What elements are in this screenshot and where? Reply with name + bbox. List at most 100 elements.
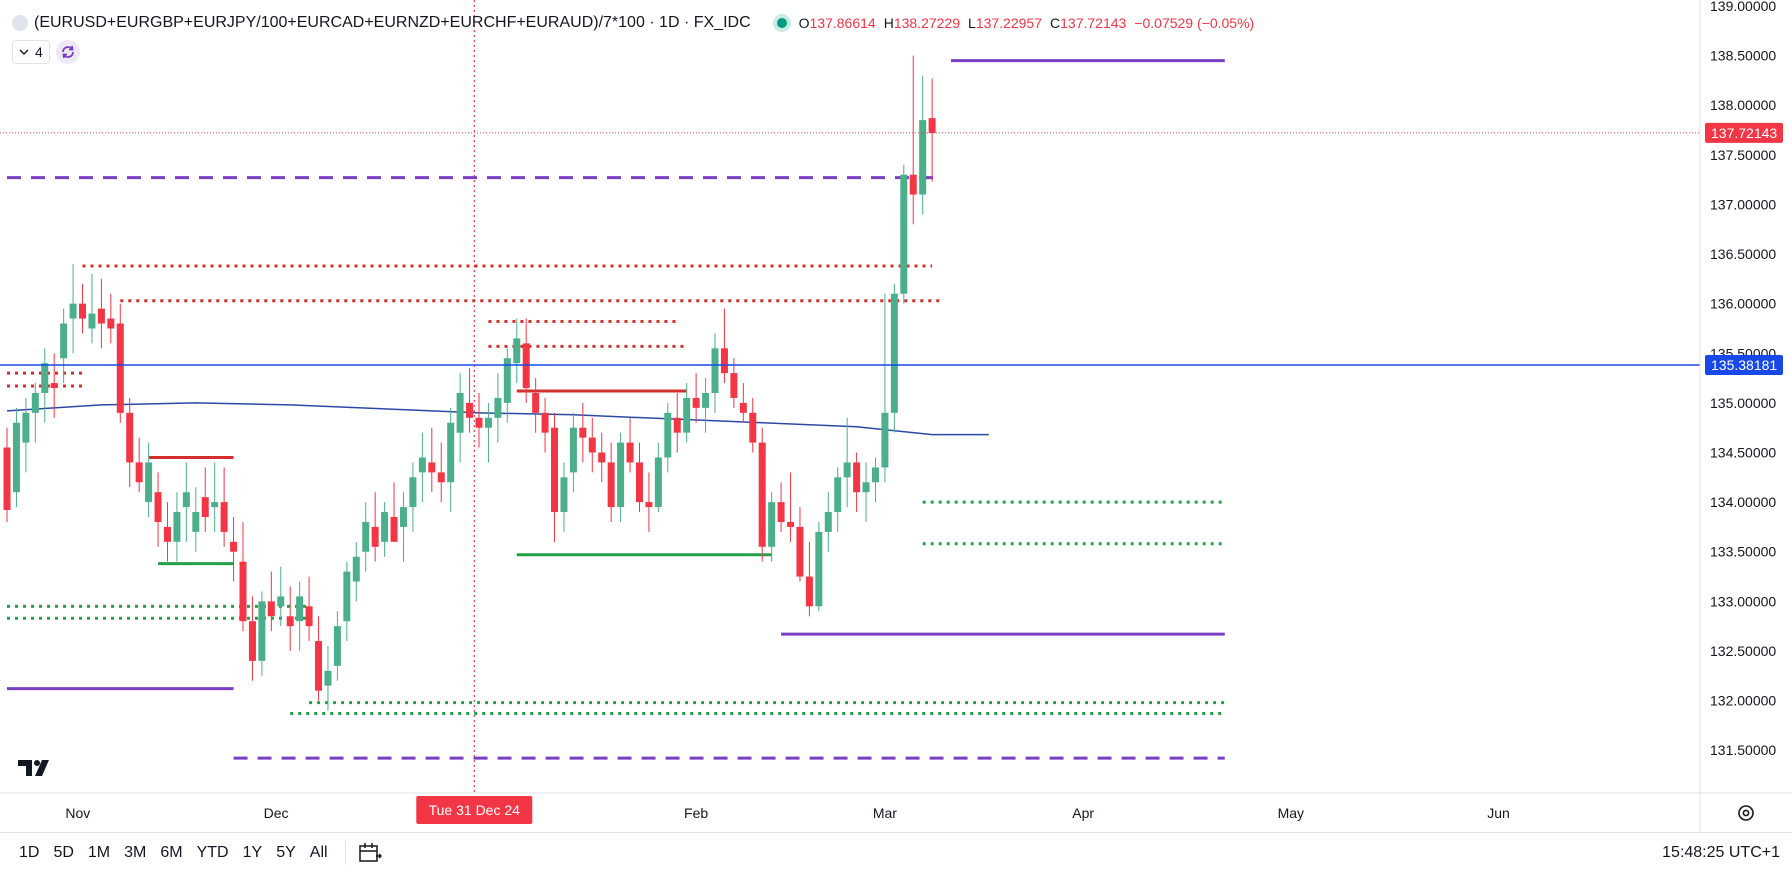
- candle-body-94: [890, 293, 898, 413]
- candle-32: [305, 576, 313, 642]
- candle-65: [617, 432, 625, 522]
- candle-body-91: [862, 482, 870, 493]
- candle-98: [928, 78, 936, 182]
- calendar-range-icon: [358, 843, 382, 862]
- candle-body-58: [551, 427, 559, 513]
- candle-body-10: [97, 308, 105, 324]
- candle-body-75: [711, 348, 719, 393]
- settings-gear-icon[interactable]: [1733, 800, 1759, 826]
- time-label-apr: Apr: [1072, 805, 1094, 821]
- candle-body-0: [3, 447, 11, 511]
- candle-body-63: [598, 452, 606, 463]
- indicators-toggle-button[interactable]: 4: [12, 40, 50, 64]
- candle-53: [503, 348, 511, 423]
- candle-body-30: [286, 616, 294, 627]
- timeframe-1d-button[interactable]: 1D: [19, 844, 40, 861]
- candle-body-8: [79, 303, 87, 319]
- candle-body-29: [277, 596, 285, 607]
- candle-66: [626, 417, 634, 473]
- candle-body-83: [787, 521, 795, 527]
- timeframe-1m-button[interactable]: 1M: [87, 844, 111, 861]
- candle-22: [211, 462, 219, 532]
- candle-body-32: [305, 606, 313, 627]
- candle-24: [230, 517, 238, 582]
- candle-71: [673, 392, 681, 453]
- price-tick-label: 139.00000: [1710, 0, 1776, 14]
- symbol-title[interactable]: (EURUSD+EURGBP+EURJPY/100+EURCAD+EURNZD+…: [34, 14, 751, 31]
- candle-87: [824, 492, 832, 552]
- current-price-label-bg: [1705, 122, 1783, 143]
- candle-80: [758, 427, 766, 562]
- candle-73: [692, 373, 700, 423]
- candle-52: [494, 373, 502, 443]
- candle-7: [69, 263, 77, 354]
- candle-body-71: [673, 417, 681, 433]
- candle-body-62: [588, 437, 596, 453]
- candle-11: [107, 293, 115, 344]
- candle-body-92: [871, 467, 879, 483]
- candle-96: [909, 55, 917, 225]
- candle-body-96: [909, 174, 917, 195]
- candle-90: [853, 452, 861, 513]
- candle-10: [97, 278, 105, 349]
- candle-body-33: [315, 641, 323, 691]
- candle-5: [50, 353, 58, 418]
- tradingview-logo-icon[interactable]: [18, 758, 56, 778]
- indicator-row: 4: [12, 40, 80, 64]
- candle-body-77: [730, 373, 738, 398]
- candle-3: [31, 383, 39, 443]
- price-tick-label: 134.00000: [1710, 494, 1776, 510]
- timeframe-5y-button[interactable]: 5Y: [276, 844, 296, 861]
- ohlc-low: L137.22957: [968, 15, 1042, 31]
- timeframe-5d-button[interactable]: 5D: [53, 844, 74, 861]
- candle-30: [286, 586, 294, 651]
- candle-23: [220, 467, 228, 547]
- candle-body-36: [343, 571, 351, 622]
- candle-body-72: [683, 397, 691, 433]
- candle-body-61: [579, 427, 587, 438]
- price-chart[interactable]: 139.00000 138.50000 138.00000 137.50000 137.…: [0, 0, 1792, 832]
- candle-body-53: [503, 358, 511, 403]
- candle-34: [324, 646, 332, 711]
- candle-body-78: [739, 402, 747, 413]
- time-axis: Nov Dec Feb Mar Apr May Jun Tue 31 Dec 24: [0, 792, 1792, 824]
- candle-70: [664, 402, 672, 473]
- candle-body-2: [22, 412, 30, 443]
- candle-body-28: [267, 601, 275, 617]
- candle-body-15: [145, 462, 153, 503]
- timeframe-all-button[interactable]: All: [309, 844, 328, 861]
- date-range-button[interactable]: [356, 839, 384, 867]
- candle-20: [192, 487, 200, 552]
- price-tick-label: 136.50000: [1710, 246, 1776, 262]
- candle-body-12: [116, 323, 124, 413]
- candle-67: [635, 442, 643, 513]
- candle-body-43: [409, 477, 417, 508]
- candle-38: [362, 502, 370, 572]
- candle-97: [919, 75, 927, 215]
- candle-33: [315, 616, 323, 701]
- candle-body-85: [805, 576, 813, 607]
- candle-15: [145, 442, 153, 518]
- candle-body-40: [381, 512, 389, 542]
- price-tick-label: 132.50000: [1710, 643, 1776, 659]
- timeframe-6m-button[interactable]: 6M: [160, 844, 183, 861]
- candles: [3, 55, 936, 711]
- candle-91: [862, 462, 870, 522]
- candle-body-23: [220, 502, 228, 532]
- candle-body-34: [324, 670, 332, 686]
- candle-body-51: [484, 417, 492, 428]
- timeframe-1y-button[interactable]: 1Y: [242, 844, 263, 861]
- timeframe-ytd-button[interactable]: YTD: [196, 844, 229, 861]
- candle-37: [352, 541, 360, 602]
- candle-43: [409, 462, 417, 532]
- sync-button[interactable]: [55, 40, 80, 64]
- moving-average-line: [6, 402, 989, 436]
- candle-body-46: [437, 472, 445, 483]
- candle-56: [532, 378, 540, 433]
- candle-28: [267, 571, 275, 632]
- time-label-feb: Feb: [684, 805, 708, 821]
- timeframe-3m-button[interactable]: 3M: [124, 844, 147, 861]
- candle-27: [258, 591, 266, 676]
- utc-clock[interactable]: 15:48:25 UTC+1: [1662, 844, 1780, 861]
- candle-body-93: [881, 412, 889, 468]
